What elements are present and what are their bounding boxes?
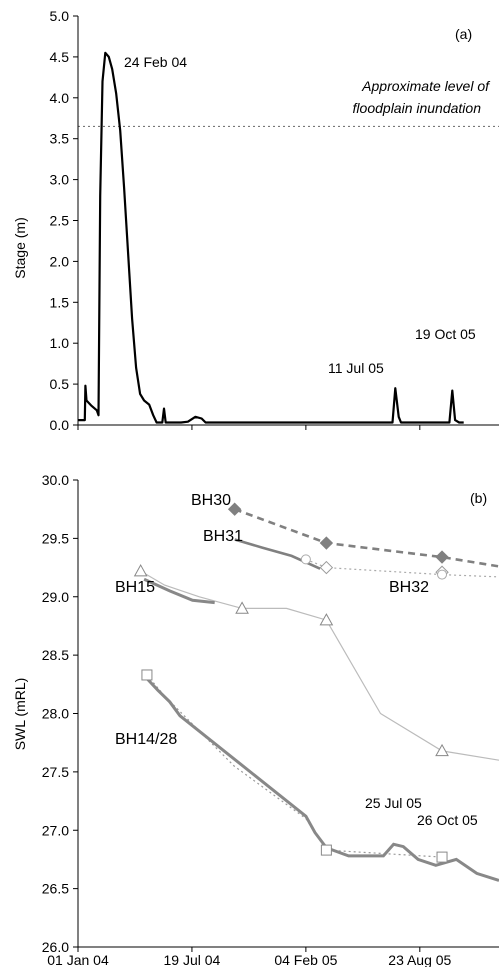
panel-b-y-tick-label: 29.0 <box>42 589 69 605</box>
bh32-series-line <box>305 558 499 578</box>
panel-a-y-tick-label: 4.0 <box>50 90 70 106</box>
series-label-bh31: BH31 <box>203 528 243 545</box>
panel-b-y-tick-label: 26.5 <box>42 881 69 897</box>
panel-b-x-tick-label: 23 Aug 05 <box>388 952 451 967</box>
panel-a-y-axis-title: Stage (m) <box>12 217 28 278</box>
panel-b-axes: 26.0 26.5 27.0 27.5 28.0 28.5 29.0 29.5 30.0 01 J… <box>42 472 499 967</box>
series-label-bh15: BH15 <box>115 579 155 596</box>
bh32-extra-data-point <box>437 569 448 580</box>
panel-a-axes: 0.0 0.5 1.0 1.5 2.0 2.5 3.0 3.5 4.0 4.5 5.0 <box>50 8 499 433</box>
panel-a-series <box>78 51 464 424</box>
panel-a-y-tick-label: 5.0 <box>50 8 70 24</box>
panel-b-y-tick-label: 27.5 <box>42 764 69 780</box>
annotation-26-oct-05: 26 Oct 05 <box>417 812 478 828</box>
panel-a-y-tick-label: 2.5 <box>50 213 70 229</box>
panel-a-stage-chart: 0.0 0.5 1.0 1.5 2.0 2.5 3.0 3.5 4.0 4.5 5.0 (a) Ap… <box>12 8 499 433</box>
bh32-extra-data-point <box>300 554 311 565</box>
bh30-series-line <box>234 507 499 568</box>
bh30-data-point <box>319 536 334 550</box>
bh30-data-point <box>227 502 242 516</box>
panel-b-y-tick-label: 30.0 <box>42 472 69 488</box>
panel-a-y-tick-label: 3.5 <box>50 131 70 147</box>
bh14-28-data-point <box>141 669 153 681</box>
bh15-data-point <box>319 613 334 626</box>
panel-a-y-tick-label: 4.5 <box>50 49 70 65</box>
bh15-continuous-record <box>143 577 215 605</box>
panel-b-y-tick-label: 29.5 <box>42 530 69 546</box>
panel-b-swl-chart: 26.0 26.5 27.0 27.5 28.0 28.5 29.0 29.5 30.0 01 J… <box>12 472 499 967</box>
panel-b-series <box>133 502 499 882</box>
panel-b-y-axis-title: SWL (mRL) <box>12 678 28 751</box>
bh14-28-data-point <box>436 851 448 863</box>
panel-a-y-tick-label: 2.0 <box>50 253 70 269</box>
annotation-19-oct-05: 19 Oct 05 <box>415 326 476 342</box>
panel-a-y-tick-label: 0.5 <box>50 376 70 392</box>
bh15-series-line <box>140 570 499 761</box>
panel-a-y-tick-label: 3.0 <box>50 172 70 188</box>
bh14-28-data-point <box>320 844 332 856</box>
annotation-11-jul-05: 11 Jul 05 <box>328 360 384 376</box>
reference-line-label-line2: floodplain inundation <box>353 100 482 116</box>
panel-b-y-tick-label: 27.0 <box>42 822 69 838</box>
annotation-24-feb-04: 24 Feb 04 <box>124 54 187 70</box>
series-label-bh14-28: BH14/28 <box>115 731 177 748</box>
panel-a-y-tick-label: 0.0 <box>50 417 70 433</box>
bh30-data-point <box>435 550 449 564</box>
panel-b-y-tick-label: 28.0 <box>42 706 69 722</box>
series-label-bh30: BH30 <box>191 492 231 509</box>
bh15-data-point <box>133 564 148 577</box>
panel-b-x-tick-label: 04 Feb 05 <box>274 952 337 967</box>
bh14-28-series-line <box>146 674 443 858</box>
panel-b-y-tick-label: 26.0 <box>42 939 69 955</box>
bh15-data-point <box>235 601 249 614</box>
bh32-data-point <box>319 560 334 575</box>
panel-b-x-tick-label: 01 Jan 04 <box>47 952 109 967</box>
annotation-25-jul-05: 25 Jul 05 <box>365 795 422 811</box>
bh31-series-line <box>234 538 321 570</box>
panel-a-y-tick-label: 1.0 <box>50 335 70 351</box>
reference-line-label-line1: Approximate level of <box>361 78 491 94</box>
series-label-bh32: BH32 <box>389 579 429 596</box>
panel-a-label: (a) <box>455 26 472 42</box>
panel-b-y-tick-label: 28.5 <box>42 647 69 663</box>
panel-a-y-tick-label: 1.5 <box>50 294 70 310</box>
stage-hydrograph-line <box>78 51 464 424</box>
bh15-data-point <box>435 743 449 757</box>
panel-b-x-tick-label: 19 Jul 04 <box>164 952 221 967</box>
panel-b-label: (b) <box>470 490 487 506</box>
